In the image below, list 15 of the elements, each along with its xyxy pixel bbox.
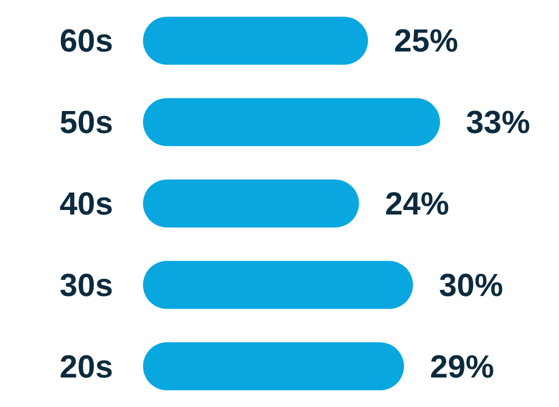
y-tick-label: 20s — [60, 348, 113, 384]
data-label: 24% — [385, 186, 450, 222]
y-tick-label: 40s — [60, 186, 113, 222]
y-tick-label: 60s — [60, 22, 113, 59]
bar — [143, 180, 359, 228]
bar — [143, 260, 413, 309]
data-label: 29% — [430, 348, 494, 384]
bar — [143, 342, 404, 390]
y-tick-label: 50s — [60, 104, 113, 140]
bar — [143, 16, 368, 65]
bar — [143, 98, 440, 146]
data-label: 25% — [394, 22, 458, 59]
y-tick-label: 30s — [60, 266, 113, 303]
data-label: 33% — [466, 104, 530, 140]
data-label: 30% — [439, 266, 504, 303]
